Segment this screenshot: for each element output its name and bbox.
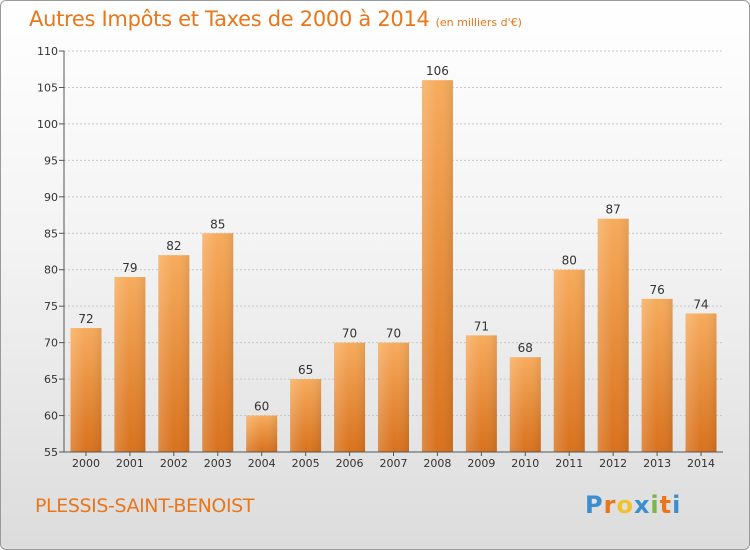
data-label: 80 bbox=[562, 254, 577, 268]
bar-shade bbox=[290, 379, 322, 452]
y-tick-label: 105 bbox=[37, 81, 58, 94]
data-label: 70 bbox=[342, 327, 357, 341]
bar-shade bbox=[334, 342, 366, 452]
y-tick-label: 90 bbox=[44, 191, 58, 204]
data-label: 60 bbox=[254, 400, 269, 414]
data-label: 74 bbox=[693, 297, 708, 311]
bar-shade bbox=[685, 313, 717, 452]
data-label: 65 bbox=[298, 363, 313, 377]
chart-title-text: Autres Impôts et Taxes de 2000 à 2014 bbox=[29, 7, 430, 31]
y-tick-label: 80 bbox=[44, 264, 58, 277]
commune-name: PLESSIS-SAINT-BENOIST bbox=[35, 495, 255, 517]
y-tick-label: 75 bbox=[44, 300, 58, 313]
proxiti-logo[interactable]: Proxiti bbox=[585, 491, 681, 519]
bar-shade bbox=[114, 277, 146, 452]
data-label: 71 bbox=[474, 319, 489, 333]
logo-letter: P bbox=[585, 491, 604, 519]
x-axis: 2000 2001 2002 2003 2004 2005 2006 2007 2008 2009… bbox=[64, 451, 723, 470]
y-tick-label: 85 bbox=[44, 227, 58, 240]
x-tick-label: 2010 bbox=[511, 457, 539, 470]
bar-shade bbox=[597, 218, 629, 452]
data-label: 79 bbox=[122, 261, 137, 275]
bar-shade bbox=[246, 415, 278, 452]
bar-shade bbox=[158, 255, 190, 452]
x-tick-label: 2008 bbox=[423, 457, 451, 470]
bar-shade bbox=[421, 80, 453, 452]
y-tick-label: 100 bbox=[37, 118, 58, 131]
x-tick-label: 2009 bbox=[467, 457, 495, 470]
bar-shade bbox=[378, 342, 409, 452]
bar-shade bbox=[465, 335, 497, 452]
bar-shade bbox=[553, 269, 585, 452]
bar-shade bbox=[202, 233, 234, 452]
x-tick-label: 2012 bbox=[599, 457, 627, 470]
data-label: 68 bbox=[518, 341, 533, 355]
logo-letter: x bbox=[633, 491, 651, 519]
x-tick-label: 2000 bbox=[72, 457, 100, 470]
x-tick-label: 2013 bbox=[643, 457, 671, 470]
data-label: 85 bbox=[210, 217, 225, 231]
x-tick-label: 2005 bbox=[292, 457, 320, 470]
x-tick-label: 2002 bbox=[160, 457, 188, 470]
bar-shade bbox=[509, 357, 541, 452]
bar-shade bbox=[70, 328, 102, 452]
x-tick-label: 2004 bbox=[248, 457, 276, 470]
x-tick-label: 2001 bbox=[116, 457, 144, 470]
y-tick-label: 60 bbox=[44, 410, 58, 423]
logo-letter: t bbox=[659, 491, 673, 519]
bar-shade bbox=[641, 298, 673, 452]
y-tick-label: 95 bbox=[44, 154, 58, 167]
y-tick-label: 65 bbox=[44, 373, 58, 386]
data-label: 76 bbox=[649, 283, 664, 297]
chart-subtitle: (en milliers d'€) bbox=[435, 16, 522, 29]
data-label: 82 bbox=[166, 239, 181, 253]
x-tick-label: 2003 bbox=[204, 457, 232, 470]
data-label: 72 bbox=[78, 312, 93, 326]
logo-letter: r bbox=[603, 491, 617, 519]
logo-letter: i bbox=[650, 491, 660, 519]
x-tick-label: 2006 bbox=[336, 457, 364, 470]
data-label: 106 bbox=[426, 64, 449, 78]
x-tick-label: 2014 bbox=[687, 457, 715, 470]
y-axis: 55 60 65 70 75 80 85 90 95 100 105 110 bbox=[37, 45, 65, 459]
data-label: 70 bbox=[386, 327, 401, 341]
logo-letter: o bbox=[616, 491, 634, 519]
chart-title: Autres Impôts et Taxes de 2000 à 2014 (en… bbox=[29, 7, 522, 31]
y-tick-label: 110 bbox=[37, 45, 58, 58]
x-tick-label: 2007 bbox=[380, 457, 408, 470]
bars: 72 79 82 85 60 65 70 70 106 71 68 80 87 76 74 bbox=[70, 64, 717, 452]
data-label: 87 bbox=[606, 203, 621, 217]
logo-letter: i bbox=[672, 491, 682, 519]
x-tick-label: 2011 bbox=[555, 457, 583, 470]
y-tick-label: 70 bbox=[44, 337, 58, 350]
y-tick-label: 55 bbox=[44, 446, 58, 459]
